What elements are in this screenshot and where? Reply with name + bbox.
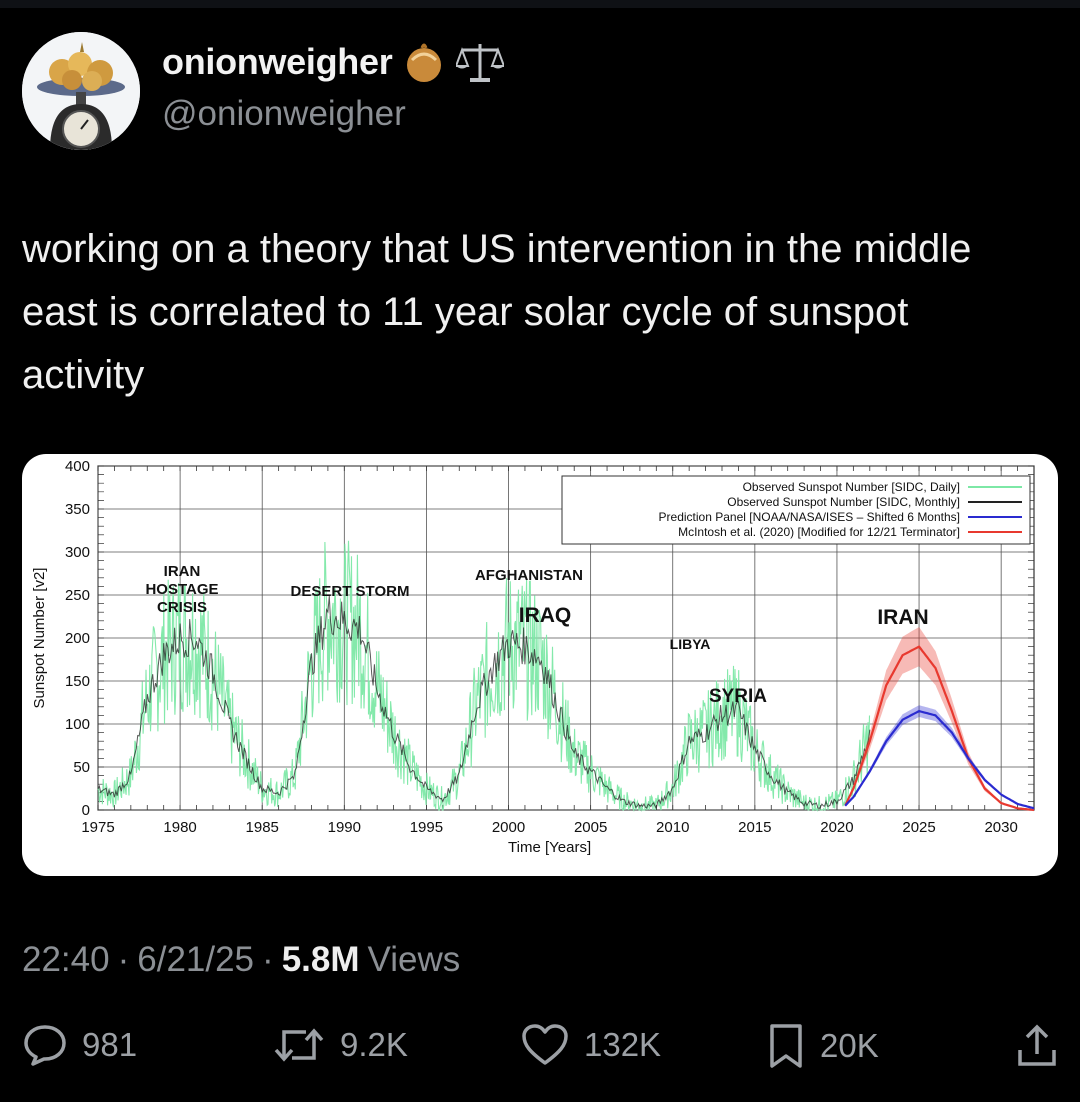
onion-scale-icon <box>22 32 140 150</box>
x-tick-label: 2010 <box>656 819 689 836</box>
x-tick-label: 2025 <box>902 819 935 836</box>
legend-box <box>561 475 1031 545</box>
bookmark-icon <box>770 1024 802 1068</box>
balance-scale-icon <box>456 44 505 82</box>
x-tick-label: 2015 <box>738 819 771 836</box>
author-display-name[interactable]: onionweigher <box>162 41 393 82</box>
event-annotation: LIBYA <box>670 636 711 652</box>
reply-icon <box>24 1025 66 1066</box>
author-handle[interactable]: @onionweigher <box>162 94 406 133</box>
separator-dot: · <box>117 940 130 979</box>
repost-button[interactable]: 9.2K <box>272 1022 408 1068</box>
legend-label: Prediction Panel [NOAA/NASA/ISES – Shift… <box>659 510 960 524</box>
observed-monthly-series <box>97 595 871 810</box>
tweet-time[interactable]: 22:40 <box>22 940 110 979</box>
event-annotation: CRISIS <box>157 599 207 616</box>
share-icon <box>1018 1024 1056 1066</box>
x-tick-label: 2030 <box>984 819 1017 836</box>
y-tick-label: 0 <box>82 802 90 819</box>
x-tick-label: 1995 <box>410 819 443 836</box>
bookmark-button[interactable]: 20K <box>766 1022 879 1070</box>
views-label: Views <box>367 940 461 979</box>
x-tick-label: 1975 <box>81 819 114 836</box>
event-annotation: IRAN <box>164 563 201 580</box>
separator-dot: · <box>262 940 274 979</box>
y-axis-label: Sunspot Number [v2] <box>31 568 48 709</box>
repost-icon <box>274 1028 324 1062</box>
x-tick-label: 2020 <box>820 819 853 836</box>
event-annotation: AFGHANISTAN <box>475 567 583 584</box>
event-annotation: DESERT STORM <box>291 583 410 600</box>
author-name-row: onionweigher <box>162 40 505 84</box>
legend-label: Observed Sunspot Number [SIDC, Monthly] <box>727 495 960 509</box>
views-count: 5.8M <box>281 940 360 979</box>
legend-label: McIntosh et al. (2020) [Modified for 12/… <box>678 525 960 539</box>
action-bar: 981 9.2K 132K 20K <box>0 1022 1080 1082</box>
y-tick-label: 350 <box>65 501 90 518</box>
reply-button[interactable]: 981 <box>22 1022 137 1068</box>
tweet-text: working on a theory that US intervention… <box>22 227 972 397</box>
like-button[interactable]: 132K <box>520 1022 661 1068</box>
heart-icon <box>522 1024 568 1065</box>
y-tick-label: 250 <box>65 587 90 604</box>
like-count: 132K <box>584 1026 662 1063</box>
y-tick-label: 150 <box>65 673 90 690</box>
bookmark-count: 20K <box>820 1027 879 1064</box>
y-tick-label: 300 <box>65 544 90 561</box>
event-annotation: HOSTAGE <box>145 581 218 598</box>
observed-daily-series <box>97 540 871 813</box>
x-tick-label: 1990 <box>328 819 361 836</box>
y-tick-label: 100 <box>65 716 90 733</box>
x-axis-label: Time [Years] <box>508 839 591 856</box>
tweet-date[interactable]: 6/21/25 <box>137 940 255 979</box>
x-tick-label: 1980 <box>163 819 196 836</box>
share-button[interactable] <box>1016 1022 1058 1070</box>
chart-image[interactable]: 1975 1980 1985 1990 1995 2000 2005 2010 2015 2020… <box>22 454 1058 876</box>
reply-count: 981 <box>82 1026 138 1063</box>
tweet-meta: 22:40 · 6/21/25 · 5.8M Views <box>22 940 460 980</box>
panel-prediction-series <box>844 709 1035 810</box>
top-bar <box>0 0 1080 8</box>
y-tick-label: 200 <box>65 630 90 647</box>
legend-label: Observed Sunspot Number [SIDC, Daily] <box>743 480 960 494</box>
event-annotation: SYRIA <box>709 686 767 707</box>
onion-icon <box>407 43 442 82</box>
event-annotation: IRAQ <box>519 604 572 627</box>
x-tick-label: 2005 <box>574 819 607 836</box>
event-annotation: IRAN <box>877 606 928 629</box>
avatar[interactable] <box>22 32 140 150</box>
y-tick-label: 400 <box>65 458 90 475</box>
repost-count: 9.2K <box>340 1026 408 1063</box>
y-tick-label: 50 <box>73 759 90 776</box>
sunspot-chart: 1975 1980 1985 1990 1995 2000 2005 2010 2015 2020… <box>31 458 1035 856</box>
x-tick-label: 1985 <box>246 819 279 836</box>
x-tick-label: 2000 <box>492 819 525 836</box>
mcintosh-prediction-series <box>844 645 1035 812</box>
